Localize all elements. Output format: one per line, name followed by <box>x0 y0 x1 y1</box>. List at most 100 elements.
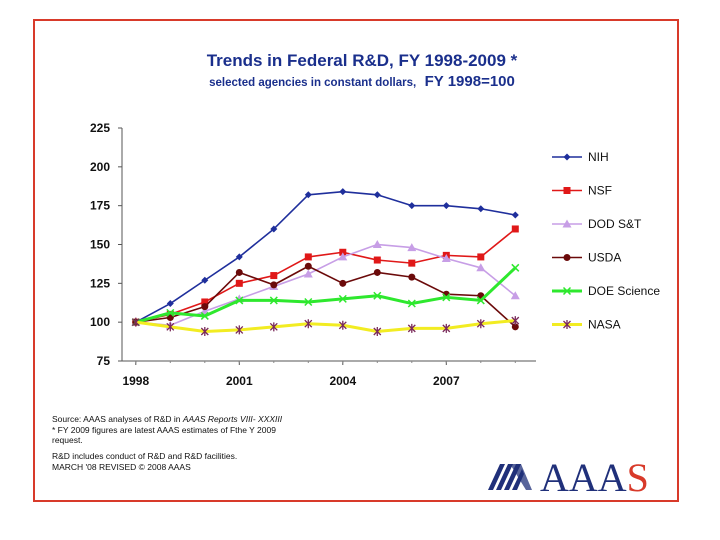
footnote-line2: request. <box>52 435 83 445</box>
point-nih <box>235 253 243 261</box>
source-prefix: Source: AAAS analyses of R&D in <box>52 414 183 424</box>
logo-text-main: AAA <box>540 455 627 500</box>
legend-label-nasa: NASA <box>588 318 621 332</box>
point-dod-s-t <box>407 243 417 252</box>
legend-label-nih: NIH <box>588 150 609 164</box>
point-usda <box>339 279 347 287</box>
y-tick-label: 200 <box>90 160 110 174</box>
point-nasa <box>476 319 485 329</box>
line-doe-science <box>135 266 517 324</box>
legend-label-doe-science: DOE Science <box>588 284 660 298</box>
point-nsf <box>235 279 243 287</box>
point-doe-science <box>511 263 520 272</box>
source-reports: AAAS Reports VIII- XXXIII <box>182 414 283 424</box>
point-dod-s-t <box>476 263 486 272</box>
logo-text-accent: S <box>627 455 649 500</box>
chart-subtitle-line: selected agencies in constant dollars, F… <box>209 73 515 90</box>
aaas-logo: AAAS <box>488 455 649 500</box>
legend-item-nih: NIH <box>552 150 609 164</box>
point-usda <box>270 281 278 289</box>
point-nasa <box>304 319 313 329</box>
point-nih <box>270 225 278 233</box>
y-tick-label: 175 <box>90 199 110 213</box>
point-nasa <box>166 322 175 332</box>
point-nasa <box>442 323 451 333</box>
legend-marker-usda <box>563 254 571 261</box>
point-nsf <box>477 253 485 261</box>
y-tick-label: 100 <box>90 315 110 329</box>
line-dod-s-t <box>135 243 516 327</box>
point-nasa <box>131 317 140 327</box>
point-dod-s-t <box>303 269 313 278</box>
series-doe-science <box>131 263 520 327</box>
point-nih <box>373 191 381 199</box>
point-usda <box>511 323 519 331</box>
point-nih <box>339 188 347 196</box>
y-tick-label: 75 <box>97 354 111 368</box>
point-nasa <box>338 320 347 330</box>
series-layer <box>131 188 520 336</box>
series-usda <box>132 262 519 331</box>
legend-marker-nih <box>563 153 571 161</box>
legend-label-usda: USDA <box>588 251 621 265</box>
x-tick-label: 2004 <box>329 374 356 388</box>
series-nih <box>132 188 519 326</box>
point-usda <box>166 314 174 322</box>
y-tick-label: 125 <box>90 276 110 290</box>
point-dod-s-t <box>510 291 520 300</box>
conduct-note: R&D includes conduct of R&D and R&D faci… <box>52 451 238 461</box>
point-nsf <box>270 272 278 280</box>
point-doe-science <box>407 299 416 308</box>
legend-item-nsf: NSF <box>552 184 612 198</box>
chart-subtitle-emphasis: FY 1998=100 <box>425 73 515 90</box>
line-usda <box>135 265 516 328</box>
point-doe-science <box>269 296 278 305</box>
point-nasa <box>269 322 278 332</box>
point-doe-science <box>476 296 485 305</box>
point-dod-s-t <box>338 252 348 261</box>
point-nasa <box>511 316 520 326</box>
point-nih <box>201 276 209 284</box>
revised-note: MARCH '08 REVISED © 2008 AAAS <box>52 462 191 472</box>
point-nih <box>511 211 519 219</box>
point-nsf <box>339 248 347 256</box>
point-nih <box>442 202 450 210</box>
legend: NIH NSF DOD S&T USDA DOE Science NASA <box>552 150 660 332</box>
footnote: * FY 2009 figures are latest AAAS estima… <box>52 425 352 445</box>
point-nasa <box>407 323 416 333</box>
line-nasa <box>135 319 516 333</box>
point-nsf <box>408 259 416 267</box>
source-note: Source: AAAS analyses of R&D in AAAS Rep… <box>52 414 352 424</box>
legend-item-usda: USDA <box>552 251 621 265</box>
point-nsf <box>304 253 312 261</box>
chart-subtitle: selected agencies in constant dollars, <box>209 77 416 89</box>
point-nasa <box>235 325 244 335</box>
series-nasa <box>131 316 520 336</box>
point-doe-science <box>304 297 313 307</box>
legend-item-nasa: NASA <box>552 318 621 332</box>
point-doe-science <box>235 296 244 305</box>
legend-marker-nasa <box>563 320 571 329</box>
point-dod-s-t <box>441 253 451 262</box>
axes: 75 100 125 150 175 200 225 1998 2001 2004 2007 <box>90 121 536 388</box>
point-nih <box>166 300 174 308</box>
point-dod-s-t <box>372 240 382 248</box>
chart-title: Trends in Federal R&D, FY 1998-2009 * <box>207 51 518 70</box>
point-usda <box>235 268 243 276</box>
legend-item-doe-science: DOE Science <box>552 284 660 298</box>
point-doe-science <box>338 294 347 303</box>
x-tick-label: 2001 <box>226 374 253 388</box>
legend-marker-doe-science <box>562 286 572 296</box>
legend-item-dod-s-t: DOD S&T <box>552 217 642 231</box>
x-tick-label: 1998 <box>122 374 149 388</box>
point-usda <box>304 262 312 270</box>
x-tick-label: 2007 <box>433 374 460 388</box>
point-doe-science <box>442 293 451 302</box>
y-tick-label: 150 <box>90 238 110 252</box>
point-nih <box>304 191 312 199</box>
point-nsf <box>201 298 209 306</box>
legend-label-nsf: NSF <box>588 184 612 198</box>
point-usda <box>408 273 416 281</box>
point-usda <box>201 303 209 311</box>
